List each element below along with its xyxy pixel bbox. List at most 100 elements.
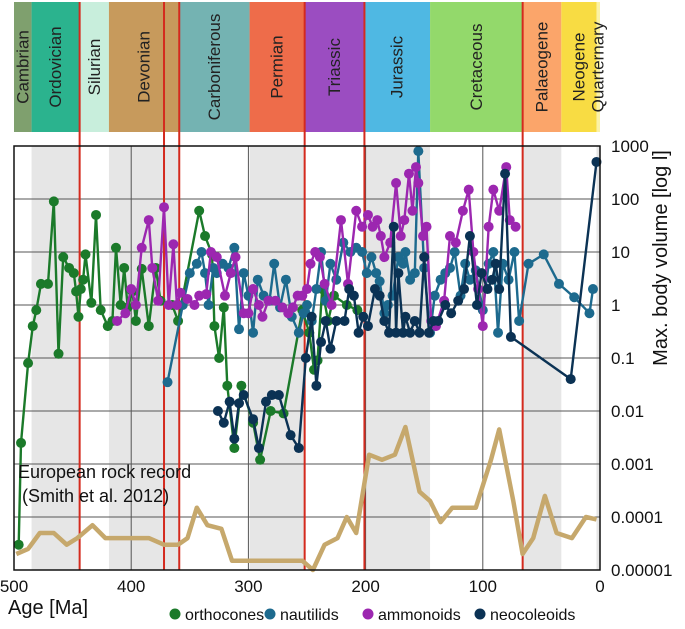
- data-point-orthocones: [218, 302, 229, 313]
- period-band-permian: [249, 2, 305, 132]
- data-point-neocoleoids: [362, 321, 373, 332]
- data-point-nautilids: [298, 308, 309, 319]
- data-point-nautilids: [400, 247, 411, 257]
- rock-record-annotation-line1: European rock record: [18, 462, 191, 482]
- data-point-nautilids: [234, 324, 245, 335]
- data-point-neocoleoids: [300, 353, 311, 363]
- data-point-ammonoids: [130, 300, 141, 310]
- data-point-ammonoids: [477, 321, 488, 332]
- data-point-neocoleoids: [379, 315, 390, 326]
- data-point-nautilids: [398, 258, 409, 269]
- data-point-orthocones: [48, 196, 59, 207]
- data-point-ammonoids: [201, 289, 212, 300]
- data-point-orthocones: [255, 454, 266, 465]
- data-point-ammonoids: [230, 252, 241, 263]
- legend-marker-neocoleoids: [474, 608, 486, 620]
- period-band-jurassic: [364, 2, 431, 132]
- data-point-neocoleoids: [440, 300, 451, 310]
- data-point-ammonoids: [171, 300, 182, 310]
- data-point-neocoleoids: [285, 430, 296, 441]
- data-point-nautilids: [429, 290, 440, 301]
- y-tick-label: 0.00001: [611, 561, 672, 580]
- data-point-ammonoids: [143, 215, 154, 226]
- data-point-neocoleoids: [311, 380, 322, 391]
- period-label-triassic: Triassic: [325, 38, 344, 96]
- data-point-nautilids: [325, 258, 336, 269]
- data-point-nautilids: [569, 292, 580, 303]
- data-point-orthocones: [222, 380, 233, 391]
- data-point-neocoleoids: [374, 290, 385, 301]
- data-point-orthocones: [214, 353, 225, 363]
- data-point-neocoleoids: [229, 433, 240, 444]
- data-point-neocoleoids: [494, 284, 505, 295]
- data-point-neocoleoids: [482, 284, 493, 295]
- data-point-nautilids: [331, 274, 342, 285]
- period-label-jurassic: Jurassic: [388, 35, 407, 98]
- data-point-orthocones: [68, 268, 79, 279]
- data-point-neocoleoids: [273, 390, 284, 401]
- series-neocoleoids: [212, 156, 602, 454]
- data-point-ammonoids: [351, 205, 362, 216]
- data-point-orthocones: [91, 209, 102, 220]
- data-point-orthocones: [75, 284, 86, 295]
- period-label-permian: Permian: [268, 35, 287, 98]
- axes: 500 400 300 200 100 010001001010.10.010.0010.…: [0, 137, 672, 596]
- y-axis-title: Max. body volume [log l]: [650, 150, 672, 366]
- data-point-orthocones: [53, 348, 64, 359]
- period-band-palaeogene: [522, 2, 562, 132]
- period-label-cretaceous: Cretaceous: [467, 24, 486, 111]
- data-point-ammonoids: [287, 302, 298, 313]
- data-point-nautilids: [248, 327, 259, 338]
- data-point-neocoleoids: [446, 308, 457, 319]
- series-ammonoids: [112, 162, 521, 332]
- data-point-ammonoids: [189, 300, 200, 310]
- data-point-orthocones: [236, 380, 247, 391]
- data-point-nautilids: [464, 274, 475, 285]
- y-tick-label: 0.1: [611, 349, 635, 368]
- data-point-neocoleoids: [393, 268, 404, 279]
- data-point-ammonoids: [483, 221, 494, 232]
- y-tick-label: 1: [611, 296, 620, 315]
- data-point-ammonoids: [120, 308, 131, 319]
- data-point-nautilids: [357, 247, 368, 257]
- data-point-nautilids: [493, 327, 504, 338]
- period-band-quarternary: [596, 2, 600, 132]
- period-label-neogene: Neogene: [569, 32, 588, 101]
- data-point-neocoleoids: [471, 300, 482, 310]
- data-point-neocoleoids: [476, 268, 487, 279]
- data-point-neocoleoids: [384, 327, 395, 338]
- legend: orthocones nautilids ammonoids neocoleoids: [169, 607, 575, 624]
- data-point-ammonoids: [305, 258, 316, 269]
- data-point-neocoleoids: [353, 327, 364, 338]
- period-label-palaeogene: Palaeogene: [532, 22, 551, 113]
- period-label-devonian: Devonian: [135, 31, 154, 103]
- data-point-ammonoids: [375, 231, 386, 242]
- data-point-neocoleoids: [248, 414, 259, 425]
- data-point-nautilids: [514, 315, 525, 326]
- data-point-neocoleoids: [238, 390, 249, 401]
- data-point-nautilids: [269, 258, 280, 269]
- data-point-orthocones: [35, 278, 46, 289]
- data-point-orthocones: [200, 231, 211, 242]
- y-tick-label: 10: [611, 243, 630, 262]
- data-point-nautilids: [371, 268, 382, 279]
- period-band-silurian: [79, 2, 109, 132]
- data-point-orthocones: [23, 358, 34, 369]
- data-point-ammonoids: [243, 308, 254, 319]
- data-point-ammonoids: [168, 239, 179, 250]
- data-point-neocoleoids: [453, 295, 464, 306]
- y-tick-label: 0.01: [611, 402, 644, 421]
- data-point-nautilids: [191, 258, 202, 269]
- data-point-ammonoids: [391, 178, 402, 189]
- data-point-neocoleoids: [500, 168, 511, 179]
- data-point-ammonoids: [488, 184, 499, 195]
- data-point-nautilids: [523, 258, 534, 269]
- data-point-nautilids: [238, 268, 249, 279]
- data-point-ammonoids: [270, 295, 281, 306]
- data-point-ammonoids: [362, 209, 373, 220]
- data-point-orthocones: [110, 242, 121, 253]
- data-point-ammonoids: [379, 252, 390, 263]
- data-point-neocoleoids: [331, 315, 342, 326]
- data-point-neocoleoids: [293, 443, 304, 454]
